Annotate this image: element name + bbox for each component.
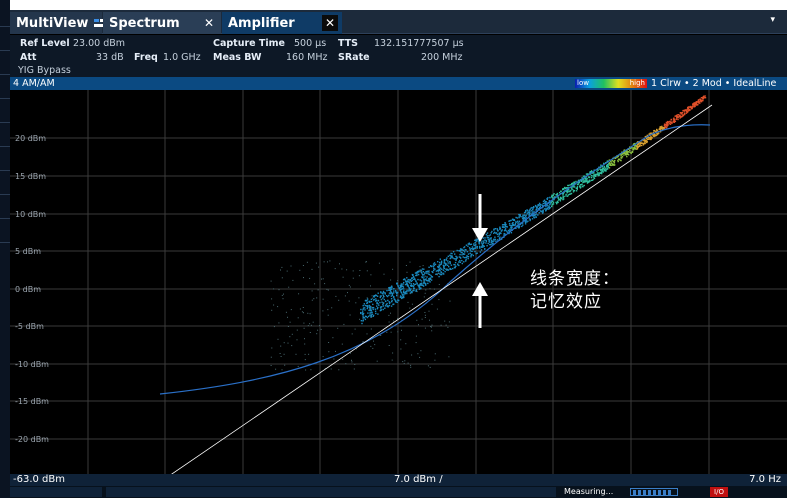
srate-label: SRate bbox=[338, 52, 370, 63]
meas-bw-value: 160 MHz bbox=[286, 52, 328, 63]
status-bar: Measuring... I/O bbox=[10, 486, 787, 498]
status-field-message[interactable] bbox=[106, 487, 556, 497]
y-tick-label: 5 dBm bbox=[15, 247, 41, 256]
y-tick-label: -5 dBm bbox=[15, 322, 44, 331]
model-trace bbox=[159, 124, 711, 395]
annotation-line-1: 线条宽度： bbox=[530, 269, 620, 289]
am-am-plot: 20 dBm 15 dBm 10 dBm 5 dBm 0 dBm -5 dBm -10 dB… bbox=[10, 90, 787, 474]
y-tick-label: -20 dBm bbox=[15, 435, 49, 444]
progress-indicator bbox=[630, 488, 678, 496]
tab-bar: MultiView Spectrum ✕ Amplifier ✕ ▾ bbox=[10, 10, 787, 34]
io-status-badge[interactable]: I/O bbox=[710, 487, 728, 497]
y-tick-label: 15 dBm bbox=[15, 172, 46, 181]
x-axis-end: 7.0 Hz bbox=[749, 474, 781, 485]
srate-value: 200 MHz bbox=[421, 52, 463, 63]
am-am-diagram[interactable]: 20 dBm 15 dBm 10 dBm 5 dBm 0 dBm -5 dBm -10 dB… bbox=[10, 90, 787, 474]
capture-time-value: 500 µs bbox=[294, 38, 327, 49]
density-color-legend: low high bbox=[575, 79, 647, 88]
capture-time-label: Capture Time bbox=[213, 38, 286, 49]
att-label: Att bbox=[20, 52, 37, 63]
tab-label: MultiView bbox=[16, 15, 89, 31]
yig-bypass-label: YIG Bypass bbox=[18, 65, 71, 76]
status-text: Measuring... bbox=[564, 487, 614, 496]
ref-level-label: Ref Level bbox=[20, 38, 70, 49]
analyzer-window: MultiView Spectrum ✕ Amplifier ✕ ▾ Ref L… bbox=[10, 10, 787, 498]
freq-label: Freq bbox=[134, 52, 158, 63]
y-tick-label: -10 dBm bbox=[15, 360, 49, 369]
x-axis-info-bar: -63.0 dBm 7.0 dBm / 7.0 Hz bbox=[10, 474, 787, 486]
multiview-icon bbox=[94, 18, 107, 28]
y-tick-label: 20 dBm bbox=[15, 134, 46, 143]
y-tick-label: 0 dBm bbox=[15, 285, 41, 294]
legend-high-label: high bbox=[629, 79, 645, 87]
tab-multiview[interactable]: MultiView bbox=[10, 12, 107, 34]
close-icon[interactable]: ✕ bbox=[203, 16, 215, 30]
tab-label: Amplifier bbox=[228, 15, 295, 31]
tts-label: TTS bbox=[338, 38, 359, 49]
tts-value: 132.151777507 µs bbox=[374, 38, 464, 49]
x-axis-start: -63.0 dBm bbox=[13, 474, 66, 485]
close-icon[interactable]: ✕ bbox=[322, 15, 338, 31]
arrow-down-head bbox=[472, 228, 488, 242]
ref-level-value: 23.00 dBm bbox=[73, 38, 126, 49]
meas-bw-label: Meas BW bbox=[213, 52, 262, 63]
annotation-text: 线条宽度： 记忆效应 bbox=[530, 268, 620, 314]
measured-points-cloud bbox=[270, 95, 707, 371]
status-field-left[interactable] bbox=[10, 487, 102, 497]
ideal-line bbox=[171, 104, 713, 474]
annotation-line-2: 记忆效应 bbox=[530, 292, 602, 312]
measurement-info-header[interactable]: Ref Level 23.00 dBm Att 33 dB Freq 1.0 G… bbox=[10, 35, 787, 77]
legend-low-label: low bbox=[577, 79, 589, 87]
chevron-down-icon[interactable]: ▾ bbox=[770, 15, 775, 25]
tab-label: Spectrum bbox=[109, 15, 180, 31]
trace-info: 1 Clrw • 2 Mod • IdealLine bbox=[651, 78, 777, 89]
x-axis-center: 7.0 dBm / bbox=[394, 474, 443, 485]
att-value: 33 dB bbox=[96, 52, 124, 63]
tab-amplifier[interactable]: Amplifier ✕ bbox=[222, 12, 342, 34]
arrow-up-head bbox=[472, 282, 488, 296]
freq-value: 1.0 GHz bbox=[163, 52, 201, 63]
diagram-title-bar[interactable]: 4 AM/AM low high 1 Clrw • 2 Mod • IdealL… bbox=[10, 77, 787, 90]
diagram-title: 4 AM/AM bbox=[13, 78, 55, 89]
left-window-edge bbox=[0, 0, 10, 498]
tab-spectrum[interactable]: Spectrum ✕ bbox=[103, 12, 221, 34]
y-tick-label: 10 dBm bbox=[15, 210, 46, 219]
y-tick-label: -15 dBm bbox=[15, 397, 49, 406]
